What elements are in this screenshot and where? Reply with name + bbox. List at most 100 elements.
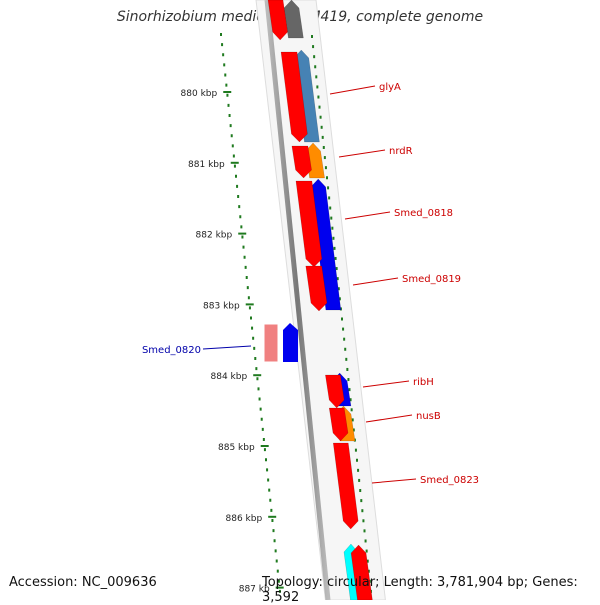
outer-ruler-dot [328,196,331,200]
inner-ruler-dot [231,144,234,148]
inner-ruler-dot [228,114,231,117]
inner-ruler-dot [269,498,272,502]
outer-ruler-dot [320,125,323,129]
outer-ruler-dot [317,95,320,99]
outer-ruler-dot [318,105,321,109]
outer-ruler-dot [332,236,335,240]
inner-ruler-dot [263,448,266,452]
cds-feature-forward [263,323,279,363]
inner-ruler-dot [275,559,278,563]
inner-ruler-dot [240,225,243,229]
cds-feature [332,442,359,530]
inner-ruler-dot [221,43,224,47]
outer-ruler-dot [334,256,337,260]
cds-feature [328,407,349,442]
backbone-axis [264,0,331,600]
inner-ruler-dot [257,387,260,391]
ruler-label: 884 kbp [211,372,248,382]
outer-ruler-dot [311,35,313,38]
outer-ruler-dot [360,499,363,503]
outer-ruler-dot [313,55,316,59]
outer-ruler-dot [331,226,334,230]
cog-feature-forward [283,323,298,362]
inner-ruler-dot [265,458,267,462]
gene-label-leader [329,85,376,95]
outer-ruler-dot [351,418,354,422]
outer-ruler-dot [348,388,351,392]
outer-ruler-dot [350,408,353,412]
cds-feature [280,51,308,143]
outer-ruler-dot [346,367,349,371]
inner-ruler-dot [270,508,273,512]
outer-ruler-dot [366,559,369,563]
outer-ruler-dot [361,509,364,513]
outer-ruler-dot [352,428,355,432]
inner-ruler-dot [247,296,250,300]
inner-ruler-dot [272,529,275,533]
ruler-label: 885 kbp [218,443,255,453]
gene-label: Smed_0823 [420,475,479,486]
gene-labels: glyA nrdR Smed_0818 Smed_0819 Smed_0820 ribH n… [142,82,479,486]
cds-feature [267,0,288,41]
outer-ruler-dot [315,75,318,79]
inner-ruler-dot [276,569,279,573]
inner-ruler-dot [271,519,274,522]
inner-ruler-dot [223,63,226,67]
gene-label: ribH [413,377,434,388]
outer-ruler-dot [327,186,330,190]
inner-ruler-dot [220,33,222,36]
inner-ruler-dot [278,589,281,593]
cds-feature-track [263,0,373,600]
outer-ruler-dot [341,317,343,321]
outer-ruler-dot [347,378,350,382]
inner-ruler-dot [239,215,242,219]
outer-ruler-dot [339,307,342,311]
cds-feature [295,180,323,268]
ruler-label: 886 kbp [226,514,263,524]
inner-ruler-dot [233,164,236,168]
outer-ruler-dot [363,529,366,533]
position-ruler: 880 kbp 881 kbp 882 kbp 883 kbp 884 kbp 885 k… [181,33,372,595]
outer-ruler-dot [359,489,362,493]
inner-ruler-dot [237,195,240,198]
ruler-label: 883 kbp [203,301,240,311]
topology-text: Topology: circular; Length: 3,781,904 bp… [262,575,578,605]
inner-ruler-dot [277,579,280,583]
outer-ruler-dot [354,448,357,452]
inner-ruler-dot [230,134,233,138]
ruler-label: 882 kbp [196,231,233,241]
inner-ruler-dot [259,407,262,411]
outer-ruler-dot [326,176,328,180]
outer-ruler-dot [365,549,368,553]
outer-ruler-dot [337,287,340,291]
inner-ruler-dot [251,326,254,330]
inner-ruler-dot [242,245,245,249]
ruler-label: 880 kbp [181,89,218,99]
outer-ruler-dot [336,277,339,281]
gene-label: Smed_0818 [394,208,453,219]
inner-ruler-dot [246,286,249,290]
gene-label: Smed_0819 [402,274,461,285]
cds-feature [291,145,312,179]
gene-label-leader [365,414,413,423]
outer-ruler-dot [335,267,338,271]
inner-ruler-dot [261,427,264,431]
outer-ruler-dot [329,206,332,210]
inner-ruler-dot [232,154,235,158]
inner-ruler-dot [224,73,227,77]
outer-ruler-dot [312,45,315,49]
outer-ruler-dot [343,337,346,341]
outer-ruler-dot [319,115,322,119]
inner-ruler-dot [226,93,229,97]
inner-ruler-dot [222,53,225,57]
inner-ruler-dot [248,306,251,310]
inner-ruler-dot [258,397,261,401]
outer-ruler-dot [357,468,360,472]
gene-label-leader [371,478,417,484]
inner-ruler-dot [254,357,257,360]
outer-ruler-dot [344,347,347,351]
outer-ruler-dot [338,297,341,301]
inner-ruler-dot [262,438,265,441]
gene-label-leader [344,211,391,220]
